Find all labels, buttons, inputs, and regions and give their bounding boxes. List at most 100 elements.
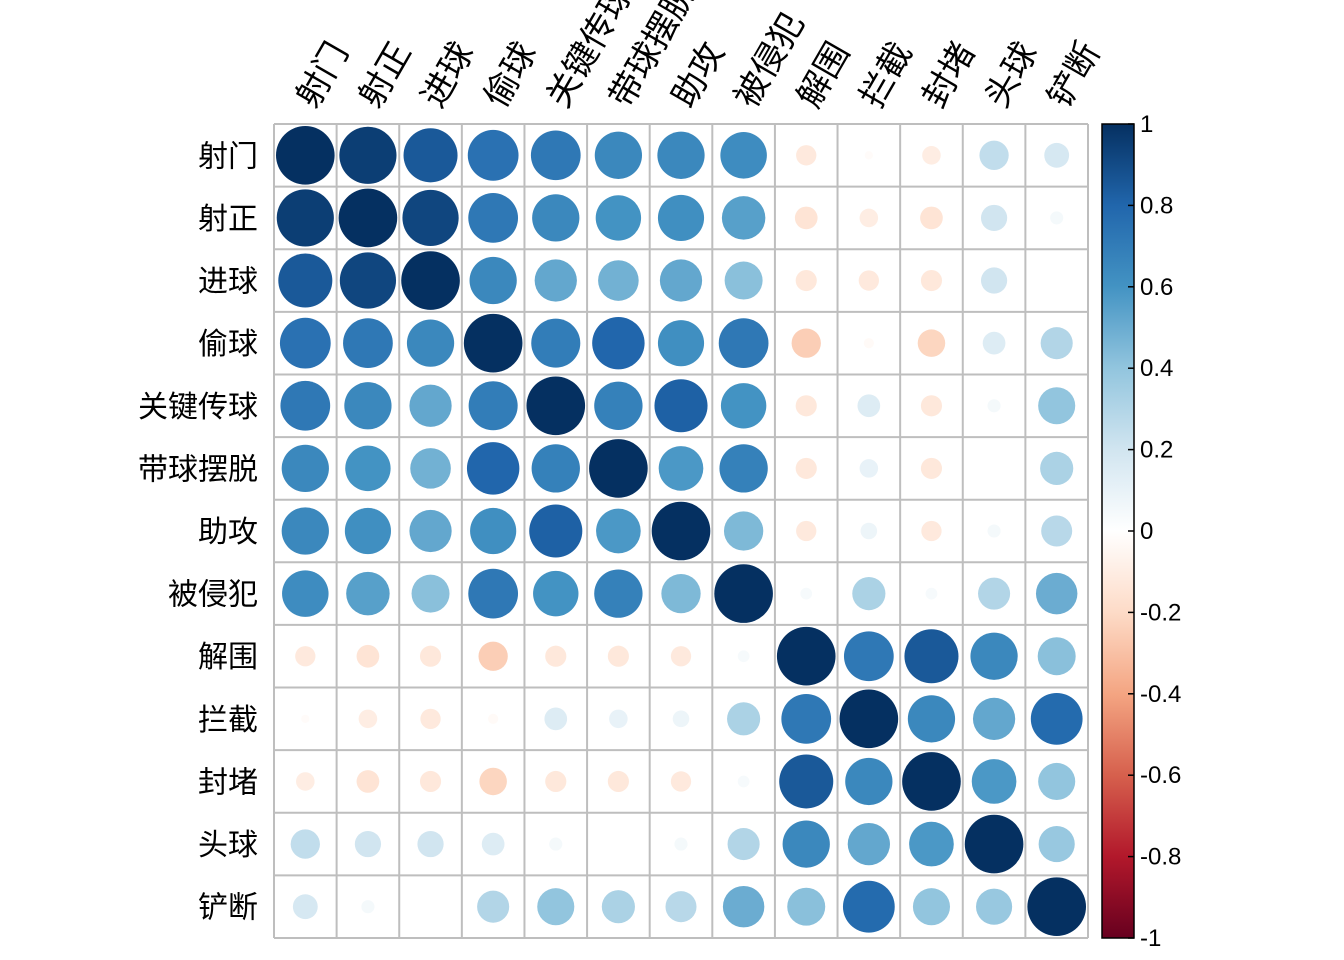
row-label: 偷球 — [198, 327, 258, 362]
correlation-circle: 头球 / 进球: 0.2 — [417, 830, 444, 858]
correlation-circle: 射正 / 被侵犯: 0.55 — [721, 196, 766, 240]
correlation-circle: 关键传球 / 助攻: 0.82 — [654, 379, 708, 433]
correlation-circle: 被侵犯 / 射门: 0.63 — [282, 570, 329, 617]
correlation-circle: 封堵 / 铲断: 0.4 — [1038, 762, 1076, 801]
correlation-circle: 解围 / 解围: 1 — [776, 626, 836, 686]
correlation-circle: 射门 / 助攻: 0.65 — [657, 131, 705, 179]
correlation-circle: 带球摆脱 / 带球摆脱: 1 — [589, 439, 648, 498]
colorbar-tick-label: -0.6 — [1140, 762, 1181, 789]
correlation-circle: 射门 / 带球摆脱: 0.65 — [594, 131, 643, 179]
correlation-circle: 关键传球 / 头球: 0.05 — [987, 399, 1001, 413]
correlation-circle: 带球摆脱 / 解围: -0.13 — [795, 457, 817, 479]
row-label: 头球 — [198, 828, 258, 863]
correlation-circle: 进球 / 进球: 1 — [401, 251, 460, 310]
correlation-circle: 封堵 / 封堵: 1 — [902, 752, 961, 811]
correlation-circle: 关键传球 / 射门: 0.72 — [280, 380, 331, 431]
correlation-circle: 射正 / 关键传球: 0.65 — [532, 194, 580, 242]
correlation-circle: 头球 / 偷球: 0.15 — [481, 832, 505, 856]
column-label: 射正 — [351, 36, 420, 115]
correlation-circle: 偷球 / 拦截: -0.03 — [863, 338, 874, 349]
correlation-circle: 射正 / 助攻: 0.62 — [657, 194, 705, 242]
correlation-circle: 关键传球 / 偷球: 0.7 — [468, 381, 518, 431]
correlation-circle: 被侵犯 / 带球摆脱: 0.68 — [594, 569, 643, 618]
correlation-circle: 带球摆脱 / 射正: 0.6 — [345, 445, 391, 492]
row-label: 关键传球 — [138, 390, 258, 425]
correlation-circle: 拦截 / 带球摆脱: 0.1 — [609, 709, 628, 729]
correlation-circle: 封堵 / 被侵犯: 0.04 — [737, 775, 750, 788]
correlation-circle: 射门 / 铲断: 0.18 — [1044, 142, 1070, 168]
correlation-circle: 射门 / 头球: 0.25 — [979, 140, 1009, 170]
correlation-circles: 射门 / 射门: 1射门 / 射正: 0.95射门 / 进球: 0.85射门 /… — [275, 125, 1087, 937]
correlation-circle: 解围 / 拦截: 0.72 — [843, 631, 894, 682]
correlation-circle: 关键传球 / 带球摆脱: 0.68 — [594, 381, 643, 430]
correlation-circle: 封堵 / 解围: 0.85 — [779, 754, 834, 809]
correlation-circle: 带球摆脱 / 拦截: 0.1 — [859, 459, 879, 478]
correlation-circle: 被侵犯 / 封堵: 0.04 — [925, 587, 938, 600]
correlation-circle: 射正 / 封堵: -0.15 — [920, 206, 943, 230]
correlation-circle: 拦截 / 解围: 0.72 — [781, 693, 832, 744]
correlation-circle: 助攻 / 射正: 0.62 — [344, 507, 392, 555]
correlation-circle: 被侵犯 / 射正: 0.55 — [346, 571, 390, 616]
correlation-circle: 铲断 / 被侵犯: 0.5 — [722, 885, 765, 928]
correlation-circle: 助攻 / 带球摆脱: 0.58 — [596, 508, 641, 554]
correlation-circle: 射正 / 偷球: 0.72 — [468, 193, 519, 243]
correlation-circle: 射正 / 带球摆脱: 0.6 — [595, 195, 642, 241]
correlation-circle: 进球 / 头球: 0.2 — [980, 267, 1008, 294]
correlation-circle: 射门 / 拦截: -0.02 — [864, 151, 873, 160]
column-label: 射门 — [288, 36, 357, 115]
correlation-circle: 被侵犯 / 拦截: 0.32 — [852, 577, 886, 611]
correlation-circle: 偷球 / 铲断: 0.3 — [1040, 327, 1073, 360]
colorbar-tick-label: 0.6 — [1140, 274, 1173, 301]
correlation-circle: 进球 / 射正: 0.92 — [339, 252, 397, 309]
correlation-circle: 射门 / 解围: -0.12 — [796, 145, 817, 166]
correlation-circle: 头球 / 被侵犯: 0.3 — [727, 828, 760, 861]
correlation-circle: 射门 / 进球: 0.85 — [403, 128, 458, 183]
correlation-circle: 射门 / 射正: 0.95 — [339, 126, 397, 184]
correlation-circle: 偷球 / 射正: 0.72 — [343, 318, 393, 369]
correlation-circle: 带球摆脱 / 助攻: 0.58 — [658, 446, 704, 491]
column-label: 进球 — [414, 36, 483, 115]
correlation-circle: 解围 / 铲断: 0.42 — [1037, 637, 1076, 676]
correlation-circle: 铲断 / 铲断: 1 — [1027, 877, 1087, 937]
column-label: 头球 — [977, 36, 1046, 115]
correlation-circle: 偷球 / 带球摆脱: 0.8 — [592, 316, 645, 370]
correlation-circle: 铲断 / 封堵: 0.4 — [912, 888, 951, 926]
colorbar-tick-label: -0.2 — [1140, 599, 1181, 626]
correlation-circle: 助攻 / 拦截: 0.08 — [860, 522, 878, 540]
row-label: 进球 — [198, 265, 258, 300]
correlation-circle: 关键传球 / 关键传球: 1 — [526, 376, 586, 436]
correlation-circle: 解围 / 助攻: -0.12 — [670, 646, 692, 667]
correlation-circle: 射正 / 进球: 0.92 — [402, 189, 459, 247]
correlation-circle: 射门 / 关键传球: 0.72 — [530, 130, 581, 181]
correlation-circle: 带球摆脱 / 偷球: 0.8 — [466, 442, 520, 495]
correlation-circle: 助攻 / 关键传球: 0.82 — [529, 504, 583, 558]
correlation-circle: 封堵 / 射正: -0.15 — [356, 770, 380, 793]
correlation-circle: 铲断 / 带球摆脱: 0.32 — [601, 890, 635, 924]
correlation-circle: 关键传球 / 被侵犯: 0.6 — [720, 383, 767, 429]
row-label: 助攻 — [198, 515, 258, 550]
correlation-circle: 封堵 / 射门: -0.1 — [296, 772, 315, 791]
correlation-circle: 被侵犯 / 解围: 0.04 — [800, 587, 813, 600]
correlation-circle: 被侵犯 / 关键传球: 0.6 — [533, 570, 579, 617]
colorbar-tick-label: 0.8 — [1140, 192, 1173, 219]
correlation-circle: 射正 / 解围: -0.15 — [794, 206, 818, 230]
correlation-circle: 拦截 / 拦截: 1 — [839, 689, 899, 749]
colorbar-tick-label: 0.4 — [1140, 355, 1173, 382]
correlation-circle: 助攻 / 封堵: -0.12 — [921, 520, 942, 542]
correlation-circle: 解围 / 关键传球: -0.13 — [545, 645, 567, 667]
row-label: 被侵犯 — [168, 578, 258, 613]
row-label: 拦截 — [198, 703, 258, 738]
correlation-circle: 进球 / 射门: 0.85 — [278, 253, 333, 308]
correlation-circle: 偷球 / 关键传球: 0.7 — [531, 318, 581, 368]
correlation-circle: 射正 / 射正: 1 — [338, 188, 398, 248]
correlation-circle: 进球 / 解围: -0.13 — [795, 269, 817, 292]
correlation-circle: 射门 / 被侵犯: 0.63 — [720, 132, 767, 179]
correlation-circle: 带球摆脱 / 进球: 0.48 — [410, 448, 451, 489]
correlation-circle: 铲断 / 关键传球: 0.4 — [537, 888, 575, 926]
correlation-circle: 头球 / 射门: 0.25 — [290, 829, 320, 859]
correlation-circle: 封堵 / 带球摆脱: -0.13 — [607, 770, 629, 793]
colorbar-tick-label: -0.8 — [1140, 844, 1181, 871]
